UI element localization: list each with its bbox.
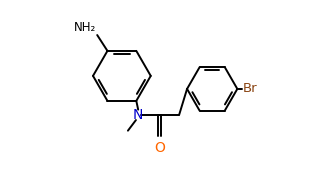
Text: Br: Br — [243, 82, 257, 95]
Text: O: O — [154, 141, 165, 155]
Text: NH₂: NH₂ — [73, 21, 96, 34]
Text: N: N — [133, 108, 143, 122]
